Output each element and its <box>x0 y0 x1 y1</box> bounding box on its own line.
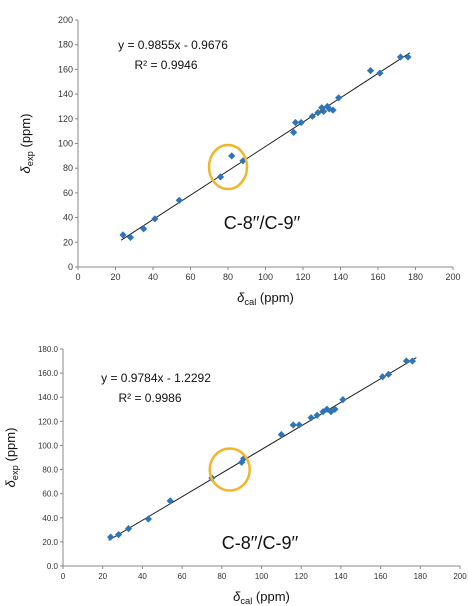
x-tick-label: 200 <box>453 572 467 581</box>
data-point <box>240 455 248 463</box>
y-tick-label: 0.0 <box>47 562 59 571</box>
x-axis-label: δcal (ppm) <box>233 589 290 606</box>
data-point <box>175 196 183 204</box>
x-tick-label: 40 <box>138 572 147 581</box>
x-tick-label: 0 <box>75 272 80 282</box>
data-point <box>126 233 135 241</box>
data-point <box>124 525 133 533</box>
data-point <box>402 357 411 365</box>
data-point <box>228 152 236 160</box>
data-point <box>144 515 152 523</box>
data-point <box>366 67 375 75</box>
y-tick-label: 200 <box>58 15 73 25</box>
data-point <box>295 421 303 429</box>
x-tick-label: 20 <box>110 272 120 282</box>
y-tick-label: 120 <box>58 114 73 124</box>
data-point <box>291 118 300 127</box>
data-point <box>376 69 384 77</box>
x-tick-label: 180 <box>414 572 428 581</box>
data-point <box>404 53 412 61</box>
data-point <box>308 112 316 120</box>
data-point <box>166 497 174 505</box>
x-tick-label: 100 <box>255 572 269 581</box>
data-point <box>314 109 322 117</box>
data-point <box>331 405 339 413</box>
annotation-label: C-8′′/C-9′′ <box>222 533 299 553</box>
y-tick-label: 40 <box>63 213 73 223</box>
data-point <box>140 225 148 233</box>
data-point <box>320 107 328 115</box>
y-tick-label: 100.0 <box>38 441 59 450</box>
data-point <box>289 421 297 429</box>
trendline <box>108 357 417 541</box>
y-tick-label: 80.0 <box>42 466 58 475</box>
x-axis-label: δcal (ppm) <box>237 290 294 307</box>
y-tick-label: 180.0 <box>38 345 59 354</box>
highlight-ellipse <box>207 143 249 191</box>
x-tick-label: 60 <box>178 572 187 581</box>
data-point <box>329 106 337 114</box>
trendline <box>120 52 411 241</box>
data-point <box>151 215 159 223</box>
data-point <box>384 370 393 378</box>
data-point <box>119 231 127 239</box>
chart-bottom: 0.0 20.0 40.0 60.0 80.0 100.0 120.0 140.0 160.0 1… <box>3 345 467 606</box>
y-tick-label: 20 <box>63 237 73 247</box>
annotation-label: C-8′′/C-9′′ <box>224 213 301 233</box>
data-point <box>335 94 343 102</box>
data-point <box>307 414 315 422</box>
x-tick-label: 160 <box>370 272 385 282</box>
data-point <box>396 53 405 61</box>
trendline-equation: y = 0.9784x - 1.2292 <box>101 371 211 385</box>
data-point <box>238 458 246 466</box>
data-point <box>378 373 387 381</box>
x-tick-label: 140 <box>334 572 348 581</box>
chart-top: 0 20 40 60 80 100 120 140 160 180 200 0 20 40 60 80 100 1… <box>18 15 461 307</box>
x-tick-label: 200 <box>445 272 460 282</box>
y-tick-label: 60 <box>63 188 73 198</box>
trendline-equation: y = 0.9855x - 0.9676 <box>118 38 228 52</box>
data-point <box>114 531 123 539</box>
data-point <box>277 430 285 439</box>
y-tick-label: 120.0 <box>38 417 59 426</box>
data-point <box>216 173 225 181</box>
highlight-ellipse <box>208 447 251 492</box>
x-tick-label: 20 <box>98 572 107 581</box>
x-tick-label: 160 <box>374 572 388 581</box>
y-axis-label: δexp (ppm) <box>18 114 35 174</box>
y-tick-label: 160.0 <box>38 369 59 378</box>
y-tick-label: 40.0 <box>42 514 58 523</box>
y-tick-label: 140.0 <box>38 393 59 402</box>
data-point <box>297 118 305 127</box>
x-tick-label: 100 <box>258 272 273 282</box>
y-tick-label: 100 <box>58 139 73 149</box>
x-tick-label: 140 <box>333 272 348 282</box>
y-tick-label: 140 <box>58 89 73 99</box>
x-tick-label: 40 <box>148 272 158 282</box>
x-tick-label: 180 <box>408 272 423 282</box>
y-tick-label: 180 <box>58 40 73 50</box>
y-axis-label: δexp (ppm) <box>3 428 20 488</box>
y-tick-label: 60.0 <box>42 490 58 499</box>
y-tick-label: 0 <box>68 262 73 272</box>
r-squared: R² = 0.9946 <box>134 58 197 72</box>
r-squared: R² = 0.9986 <box>118 391 181 405</box>
x-tick-label: 60 <box>185 272 195 282</box>
x-tick-label: 80 <box>223 272 233 282</box>
x-tick-label: 80 <box>217 572 226 581</box>
y-tick-label: 20.0 <box>42 538 58 547</box>
data-point <box>408 357 416 365</box>
x-tick-label: 120 <box>295 272 310 282</box>
y-tick-label: 160 <box>58 64 73 74</box>
data-point <box>290 128 298 136</box>
data-point <box>319 408 327 416</box>
data-point <box>327 408 335 416</box>
data-point <box>313 411 321 419</box>
y-tick-label: 80 <box>63 163 73 173</box>
x-tick-label: 0 <box>61 572 66 581</box>
data-point <box>339 396 347 404</box>
x-tick-label: 120 <box>295 572 309 581</box>
data-point <box>107 533 115 541</box>
